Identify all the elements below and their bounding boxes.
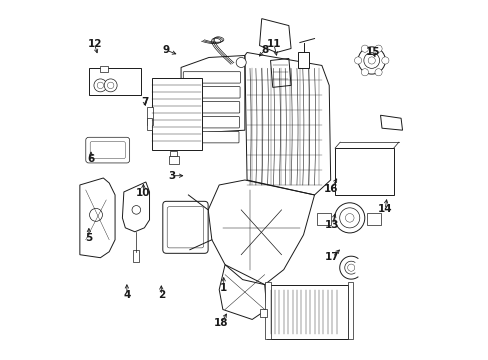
Bar	[88, 68, 141, 95]
Text: 17: 17	[325, 252, 339, 262]
Text: 10: 10	[136, 188, 150, 198]
Text: 6: 6	[87, 154, 95, 164]
Circle shape	[339, 208, 359, 228]
Circle shape	[357, 47, 385, 74]
Circle shape	[104, 79, 117, 92]
Circle shape	[374, 69, 381, 76]
Bar	[170, 151, 177, 156]
Bar	[366, 213, 380, 225]
Text: 3: 3	[168, 171, 175, 181]
Bar	[147, 118, 151, 130]
FancyBboxPatch shape	[187, 131, 239, 143]
FancyBboxPatch shape	[163, 201, 208, 253]
Bar	[317, 213, 330, 225]
Circle shape	[345, 213, 353, 222]
Circle shape	[367, 57, 375, 64]
FancyBboxPatch shape	[167, 207, 203, 248]
Bar	[265, 282, 270, 339]
Bar	[133, 250, 139, 262]
Text: 15: 15	[365, 46, 379, 57]
Circle shape	[381, 57, 388, 64]
FancyBboxPatch shape	[90, 142, 125, 158]
FancyBboxPatch shape	[183, 72, 240, 83]
Circle shape	[354, 57, 361, 64]
Circle shape	[361, 45, 368, 52]
Circle shape	[97, 82, 103, 89]
Circle shape	[132, 206, 141, 214]
Bar	[259, 310, 266, 318]
Circle shape	[107, 82, 114, 89]
Circle shape	[89, 208, 102, 221]
Bar	[147, 107, 153, 125]
Text: 12: 12	[87, 40, 102, 49]
Circle shape	[361, 69, 368, 76]
Text: 9: 9	[163, 45, 169, 55]
Bar	[334, 148, 393, 195]
Circle shape	[94, 79, 107, 92]
Circle shape	[334, 203, 364, 233]
Text: 16: 16	[324, 184, 338, 194]
Text: 5: 5	[85, 233, 92, 243]
Circle shape	[363, 53, 379, 68]
Text: 14: 14	[377, 204, 391, 215]
Circle shape	[236, 58, 246, 67]
Bar	[168, 156, 179, 165]
Bar	[298, 53, 308, 68]
Text: 1: 1	[220, 283, 227, 293]
Bar	[100, 67, 108, 72]
Text: 13: 13	[325, 220, 339, 230]
FancyBboxPatch shape	[185, 102, 239, 113]
FancyBboxPatch shape	[85, 137, 129, 163]
Bar	[151, 78, 201, 150]
Text: 18: 18	[214, 318, 228, 328]
Text: 8: 8	[261, 45, 267, 55]
Text: 2: 2	[157, 291, 164, 301]
Bar	[266, 285, 347, 339]
Text: 4: 4	[123, 291, 130, 301]
FancyBboxPatch shape	[186, 117, 239, 128]
FancyBboxPatch shape	[184, 87, 240, 98]
Text: 7: 7	[141, 97, 148, 107]
Circle shape	[347, 264, 354, 271]
Text: 11: 11	[266, 40, 281, 49]
Bar	[347, 282, 352, 339]
Circle shape	[374, 45, 381, 52]
